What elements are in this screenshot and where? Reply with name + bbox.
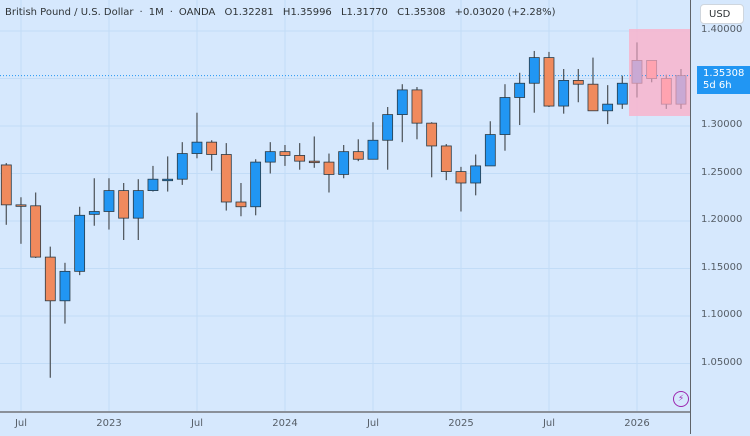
candle-body[interactable] [235, 201, 247, 208]
bolt-icon[interactable]: ⚡ [673, 391, 689, 407]
candle-body[interactable] [455, 171, 467, 184]
candle-body[interactable] [514, 82, 526, 98]
last-price-value: 1.35308 [703, 68, 745, 79]
legend-symbol[interactable]: British Pound / U.S. Dollar [5, 7, 134, 18]
candle-body[interactable] [352, 151, 364, 160]
legend-change: +0.03020 (+2.28%) [454, 7, 556, 18]
candle-body[interactable] [176, 153, 188, 180]
candle-body[interactable] [602, 103, 614, 112]
candle-body[interactable] [587, 83, 599, 112]
legend-source: OANDA [178, 7, 216, 18]
candle-body[interactable] [484, 134, 496, 167]
time-tick: 2025 [448, 418, 474, 429]
candle-body[interactable] [279, 151, 291, 156]
time-axis[interactable]: Jul 2023 Jul 2024 Jul 2025 Jul 2026 [0, 411, 690, 436]
price-tick: 1.20000 [701, 214, 743, 225]
price-tick: 1.25000 [701, 166, 743, 178]
candle-body[interactable] [660, 78, 672, 105]
candle-body[interactable] [15, 204, 27, 207]
price-tick: 1.15000 [701, 261, 743, 273]
candle-body[interactable] [44, 256, 56, 302]
candle-body[interactable] [558, 80, 570, 107]
time-tick: 2023 [96, 418, 122, 429]
candle-body[interactable] [367, 139, 379, 160]
candle-body[interactable] [206, 141, 218, 155]
legend-open: O1.32281 [224, 7, 274, 18]
time-tick: Jul [542, 418, 556, 429]
candle-body[interactable] [147, 178, 159, 191]
candle-body[interactable] [616, 82, 628, 105]
candle-body[interactable] [572, 80, 584, 85]
candle-body[interactable] [631, 60, 643, 84]
bar-countdown: 5d 6h [703, 80, 732, 91]
price-tick: 1.10000 [701, 309, 743, 320]
candle-body[interactable] [323, 161, 335, 175]
candle-body[interactable] [440, 145, 452, 172]
candle-body[interactable] [426, 122, 438, 147]
symbol-legend: British Pound / U.S. Dollar · 1M · OANDA O1.… [5, 7, 562, 18]
candle-body[interactable] [396, 89, 408, 116]
candle-body[interactable] [250, 161, 262, 208]
legend-sep-1: · [139, 7, 143, 18]
candle-body[interactable] [675, 75, 687, 105]
price-tick: 1.30000 [701, 119, 743, 130]
time-tick: 2026 [624, 418, 650, 429]
candle-body[interactable] [470, 165, 482, 184]
time-tick: Jul [14, 418, 28, 429]
price-tick: 1.40000 [701, 24, 743, 35]
candle-body[interactable] [220, 154, 232, 203]
candle-body[interactable] [118, 190, 130, 219]
candle-body[interactable] [264, 151, 276, 163]
candle-body[interactable] [543, 57, 555, 107]
time-tick: Jul [366, 418, 380, 429]
candle-body[interactable] [74, 214, 86, 272]
candle-body[interactable] [191, 141, 203, 154]
candle-body[interactable] [646, 60, 658, 79]
candle-body[interactable] [59, 270, 71, 302]
candle-body[interactable] [338, 151, 350, 175]
legend-sep-2: · [169, 7, 173, 18]
candle-body[interactable] [30, 205, 42, 258]
candle-body[interactable] [294, 155, 306, 162]
candle-body[interactable] [499, 97, 511, 135]
candle-body[interactable] [308, 160, 320, 164]
candle-body[interactable] [103, 190, 115, 212]
candle-body[interactable] [0, 164, 12, 206]
currency-button[interactable]: USD [700, 4, 744, 24]
candle-body[interactable] [162, 178, 174, 182]
legend-interval: 1M [148, 7, 164, 18]
legend-low: L1.31770 [340, 7, 388, 18]
legend-high: H1.35996 [282, 7, 332, 18]
candle-body[interactable] [132, 190, 144, 219]
time-tick: Jul [190, 418, 204, 429]
time-tick: 2024 [272, 418, 298, 429]
candle-body[interactable] [382, 114, 394, 141]
last-price-label: 1.35308 5d 6h [697, 66, 750, 94]
chart-area[interactable]: British Pound / U.S. Dollar · 1M · OANDA O1.… [0, 0, 690, 411]
candlestick-plot[interactable] [0, 0, 690, 411]
legend-close: C1.35308 [397, 7, 446, 18]
candle-body[interactable] [88, 211, 100, 215]
price-tick: 1.05000 [701, 356, 743, 368]
candle-body[interactable] [411, 89, 423, 124]
candle-body[interactable] [528, 57, 540, 84]
